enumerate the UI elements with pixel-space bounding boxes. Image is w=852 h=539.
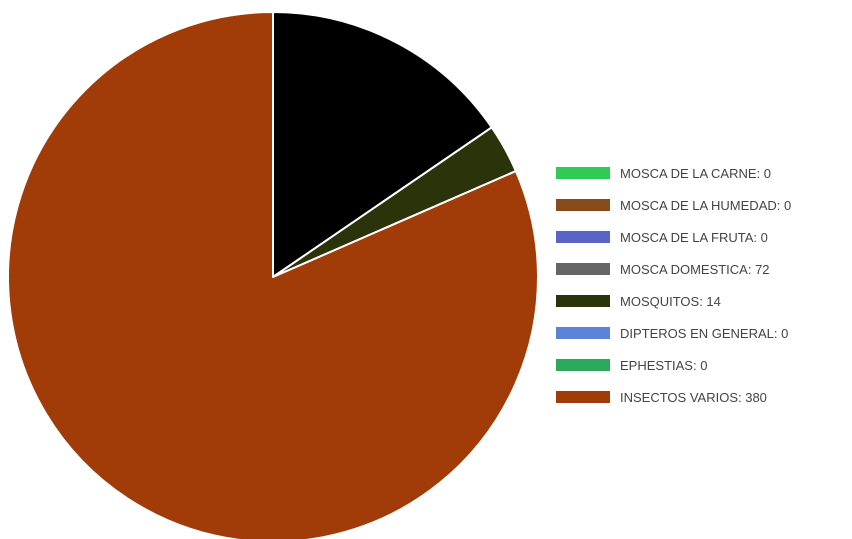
legend-label: EPHESTIAS: 0 — [620, 357, 708, 373]
legend-item-mosca-de-la-fruta[interactable]: MOSCA DE LA FRUTA: 0 — [556, 221, 850, 253]
pie-slice-mosca-domestica[interactable] — [272, 11, 493, 278]
legend-label: MOSCA DE LA HUMEDAD: 0 — [620, 197, 792, 213]
legend-item-mosquitos[interactable]: MOSQUITOS: 14 — [556, 285, 850, 317]
legend-label: MOSQUITOS: 14 — [620, 293, 721, 309]
legend-swatch — [556, 167, 610, 179]
legend-swatch — [556, 327, 610, 339]
legend: MOSCA DE LA CARNE: 0 MOSCA DE LA HUMEDAD… — [556, 157, 850, 413]
legend-item-ephestias[interactable]: EPHESTIAS: 0 — [556, 349, 850, 381]
pie-slices — [7, 11, 539, 539]
legend-item-mosca-de-la-humedad[interactable]: MOSCA DE LA HUMEDAD: 0 — [556, 189, 850, 221]
legend-label: MOSCA DE LA FRUTA: 0 — [620, 229, 768, 245]
legend-label: MOSCA DOMESTICA: 72 — [620, 261, 770, 277]
legend-swatch — [556, 295, 610, 307]
legend-swatch — [556, 391, 610, 403]
legend-item-dipteros-en-general[interactable]: DIPTEROS EN GENERAL: 0 — [556, 317, 850, 349]
legend-item-insectos-varios[interactable]: INSECTOS VARIOS: 380 — [556, 381, 850, 413]
legend-item-mosca-de-la-carne[interactable]: MOSCA DE LA CARNE: 0 — [556, 157, 850, 189]
legend-swatch — [556, 263, 610, 275]
legend-swatch — [556, 199, 610, 211]
legend-item-mosca-domestica[interactable]: MOSCA DOMESTICA: 72 — [556, 253, 850, 285]
legend-label: INSECTOS VARIOS: 380 — [620, 389, 767, 405]
legend-swatch — [556, 231, 610, 243]
legend-swatch — [556, 359, 610, 371]
legend-label: DIPTEROS EN GENERAL: 0 — [620, 325, 789, 341]
pie-slice-insectos-varios[interactable] — [7, 11, 539, 539]
legend-label: MOSCA DE LA CARNE: 0 — [620, 165, 771, 181]
